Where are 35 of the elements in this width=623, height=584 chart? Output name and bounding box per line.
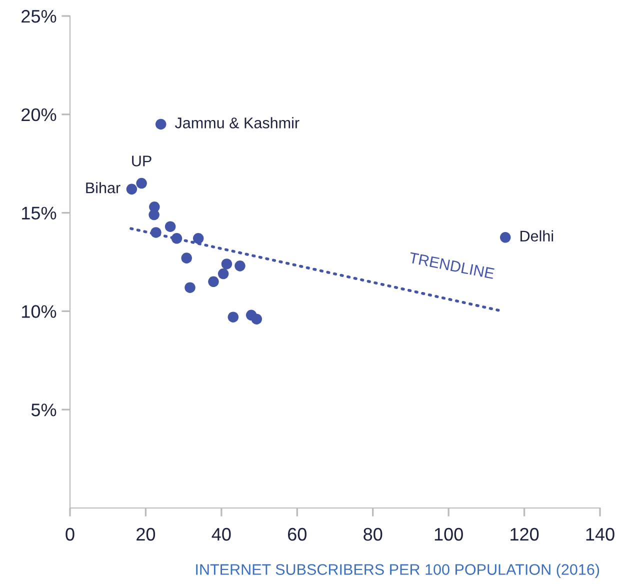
x-tick-label: 20 — [136, 528, 156, 541]
x-tick-label: 120 — [510, 528, 539, 541]
point — [251, 314, 262, 324]
y-tick-label: 10% — [22, 305, 56, 318]
point — [192, 233, 204, 244]
x-tick-label: 0 — [66, 528, 74, 541]
x-tick-label: 100 — [434, 528, 463, 541]
x-tick-label: 80 — [364, 528, 382, 541]
point — [171, 233, 182, 244]
point — [234, 260, 246, 272]
x-tick-label: 60 — [288, 528, 306, 541]
annotation: Jammu & Kashmir — [174, 117, 300, 128]
point — [221, 258, 232, 270]
point — [164, 221, 176, 232]
y-tick-label: 20% — [22, 108, 56, 122]
point — [150, 227, 162, 238]
y-tick-label: 5% — [31, 404, 56, 416]
annotation: Delhi — [520, 230, 554, 242]
x-tick-label: 40 — [212, 528, 231, 541]
point — [181, 252, 192, 264]
y-tick-label: 15% — [22, 206, 56, 220]
x-tick-label: 140 — [586, 528, 614, 541]
point — [136, 178, 147, 189]
point — [126, 184, 138, 195]
point — [155, 118, 166, 130]
x-axis-title: INTERNET SUBSCRIBERS PER 100 POPULATION (2016) — [196, 564, 600, 578]
point — [228, 312, 239, 322]
point — [500, 232, 511, 243]
point — [218, 268, 229, 280]
point — [148, 209, 160, 220]
annotation: UP — [132, 156, 152, 166]
point — [184, 282, 196, 293]
y-tick-label: 25% — [22, 10, 56, 23]
annotation: Bihar — [86, 182, 120, 194]
point — [208, 276, 219, 288]
